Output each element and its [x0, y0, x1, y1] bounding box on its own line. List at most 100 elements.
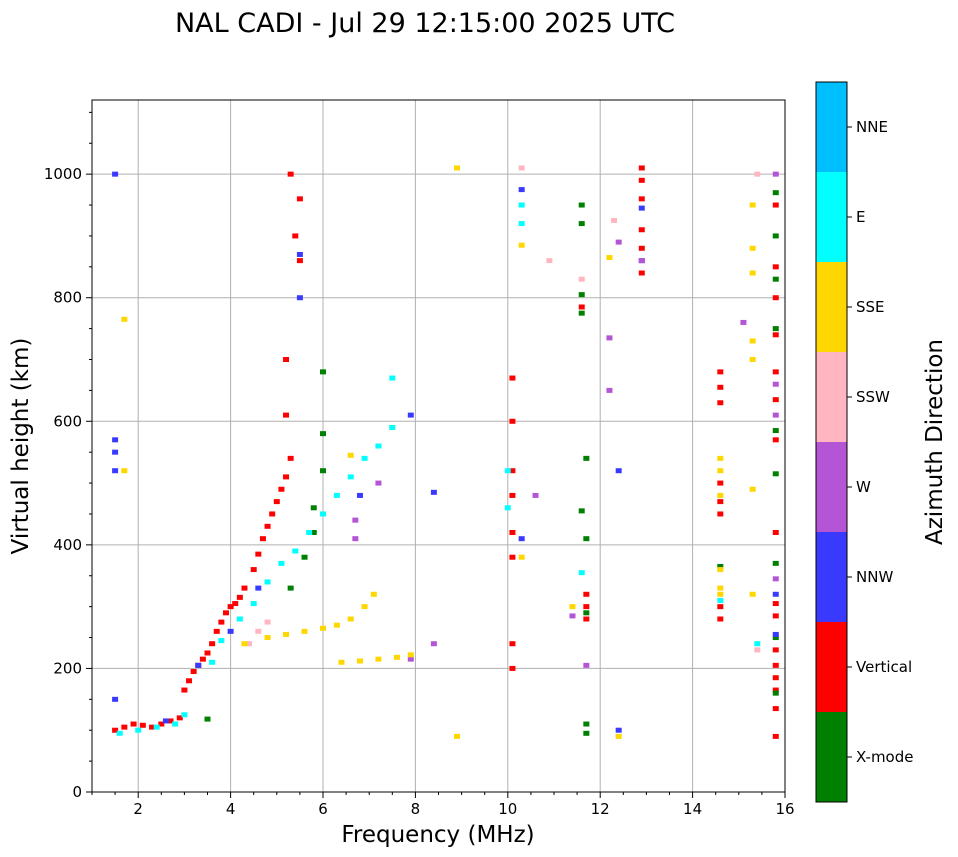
echo-point-e — [306, 530, 313, 535]
echo-point-vertical — [772, 647, 779, 653]
echo-point-sse — [347, 452, 354, 458]
echo-point-vertical — [772, 397, 779, 403]
colorbar-swatch-e — [816, 172, 847, 262]
echo-point-sse — [301, 628, 308, 634]
echo-point-nnw — [296, 251, 303, 257]
plot-frame — [91, 99, 786, 793]
echo-point-x-mode — [578, 310, 585, 316]
echo-point-w — [772, 412, 779, 418]
echo-point-vertical — [241, 585, 248, 591]
echo-point-vertical — [287, 455, 294, 461]
echo-point-vertical — [509, 418, 516, 424]
echo-point-sse — [333, 622, 340, 628]
echo-point-nnw — [112, 437, 119, 443]
echo-point-w — [532, 492, 539, 498]
echo-point-vertical — [638, 245, 645, 251]
echo-point-vertical — [583, 616, 590, 622]
echo-point-vertical — [204, 650, 211, 656]
echo-point-w — [583, 662, 590, 668]
echo-point-x-mode — [578, 202, 585, 208]
echo-point-e — [181, 712, 188, 718]
echo-point-nnw — [772, 631, 779, 637]
echo-point-vertical — [717, 499, 724, 505]
echo-point-vertical — [273, 499, 280, 505]
echo-point-x-mode — [578, 508, 585, 514]
colorbar-tick-label: X-mode — [856, 748, 913, 766]
echo-point-w — [407, 656, 414, 662]
echo-point-vertical — [638, 165, 645, 171]
echo-point-x-mode — [310, 505, 317, 511]
echo-point-vertical — [772, 706, 779, 712]
echo-point-vertical — [292, 233, 299, 239]
echo-point-sse — [283, 631, 290, 637]
colorbar-swatch-nne — [816, 82, 847, 172]
echo-point-x-mode — [583, 536, 590, 542]
echo-point-e — [116, 730, 123, 736]
echo-point-w — [638, 258, 645, 264]
echo-point-vertical — [638, 227, 645, 233]
echo-point-vertical — [296, 196, 303, 202]
echo-point-vertical — [509, 468, 516, 474]
echo-point-vertical — [283, 357, 290, 362]
echo-point-nnw — [195, 662, 202, 668]
echo-point-w — [569, 613, 576, 619]
colorbar: X-mode Vertical NNW W SSW SSE E NNE — [815, 81, 913, 803]
echo-point-sse — [518, 554, 525, 560]
echo-point-e — [278, 560, 285, 566]
echo-point-vertical — [112, 727, 119, 733]
echo-point-vertical — [139, 722, 146, 728]
echo-point-vertical — [149, 724, 156, 730]
echo-point-e — [333, 492, 340, 498]
x-tick-label: 10 — [498, 800, 517, 818]
echo-point-vertical — [578, 304, 585, 310]
colorbar-label: Azimuth Direction — [922, 339, 948, 545]
colorbar-swatch-ssw — [816, 352, 847, 442]
x-tick-label: 8 — [411, 800, 421, 818]
echo-point-vertical — [509, 530, 516, 535]
colorbar-tick-label: SSW — [856, 388, 890, 406]
x-axis: 2 4 6 8 10 12 14 16 — [91, 792, 795, 818]
echo-point-sse — [749, 338, 756, 344]
echo-point-vertical — [509, 492, 516, 498]
echo-point-w — [772, 381, 779, 387]
echo-point-e — [504, 468, 511, 474]
echo-point-sse — [121, 468, 128, 474]
echo-point-vertical — [509, 641, 516, 647]
echo-point-e — [153, 724, 160, 730]
echo-point-e — [361, 455, 368, 461]
echo-point-vertical — [717, 616, 724, 622]
y-axis-label: Virtual height (km) — [8, 338, 34, 555]
colorbar-swatch-vertical — [816, 622, 847, 712]
echo-point-vertical — [232, 601, 239, 607]
echo-point-vertical — [264, 523, 271, 529]
echo-point-e — [389, 424, 396, 430]
x-tick-label: 2 — [133, 800, 143, 818]
echo-point-vertical — [176, 715, 183, 721]
echo-point-sse — [569, 604, 576, 610]
echo-point-e — [320, 511, 326, 517]
echo-point-vertical — [186, 678, 193, 684]
echo-point-e — [518, 221, 525, 227]
echo-point-sse — [453, 165, 460, 171]
echo-point-vertical — [296, 258, 303, 264]
echo-point-x-mode — [320, 369, 326, 375]
echo-point-nnw — [356, 492, 363, 498]
echo-point-vertical — [772, 369, 779, 375]
echo-point-nnw — [112, 449, 119, 455]
echo-point-x-mode — [583, 721, 590, 727]
echo-point-nnw — [227, 628, 234, 634]
echo-point-sse — [518, 242, 525, 248]
echo-point-vertical — [509, 665, 516, 671]
echo-point-e — [375, 443, 382, 449]
echo-point-vertical — [509, 554, 516, 560]
echo-point-nnw — [407, 412, 414, 418]
echo-point-sse — [749, 202, 756, 208]
echo-point-ssw — [611, 217, 618, 223]
echo-point-e — [504, 505, 511, 511]
echo-point-x-mode — [320, 468, 326, 474]
y-tick-label: 800 — [53, 289, 82, 307]
echo-point-ssw — [546, 258, 553, 264]
echo-point-e — [218, 638, 225, 644]
echo-point-vertical — [259, 536, 266, 542]
echo-point-vertical — [772, 332, 779, 338]
